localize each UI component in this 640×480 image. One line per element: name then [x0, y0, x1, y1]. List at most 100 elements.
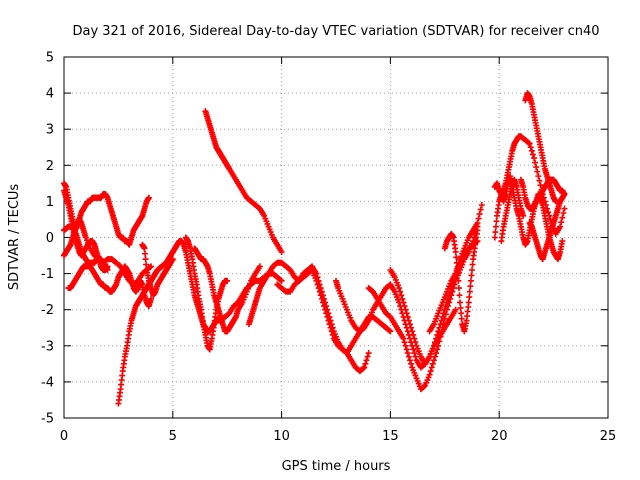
- data-point: [533, 164, 540, 171]
- data-point: [532, 159, 539, 166]
- data-point: [474, 227, 481, 234]
- data-point: [364, 353, 371, 360]
- data-point: [398, 292, 405, 299]
- data-point: [410, 331, 417, 338]
- data-point: [386, 327, 393, 334]
- data-point: [387, 328, 394, 335]
- data-series-6: [115, 248, 176, 407]
- data-point: [326, 313, 333, 320]
- data-point: [148, 263, 155, 270]
- data-point: [421, 383, 428, 390]
- data-point: [426, 371, 433, 378]
- x-tick-label: 20: [491, 429, 508, 444]
- data-point: [316, 281, 323, 288]
- y-tick-label: -4: [41, 375, 54, 390]
- data-point: [531, 155, 538, 162]
- data-point: [322, 299, 329, 306]
- data-point: [412, 353, 419, 360]
- data-point: [362, 360, 369, 367]
- data-point: [458, 315, 465, 322]
- data-point: [402, 306, 409, 313]
- data-point: [405, 353, 412, 360]
- data-point: [360, 365, 367, 372]
- data-series-22: [522, 90, 559, 205]
- data-point: [396, 285, 403, 292]
- data-point: [403, 310, 410, 317]
- data-point: [525, 139, 532, 146]
- y-tick-label: -2: [41, 303, 54, 318]
- data-point: [526, 140, 533, 147]
- data-point: [432, 339, 439, 346]
- data-point: [536, 177, 543, 184]
- data-point: [402, 342, 409, 349]
- data-point: [441, 306, 448, 313]
- data-point: [436, 324, 443, 331]
- data-point: [169, 256, 176, 263]
- data-series-9: [182, 234, 231, 353]
- data-point: [142, 250, 149, 257]
- data-point: [433, 335, 440, 342]
- data-point: [465, 299, 472, 306]
- data-point: [561, 191, 568, 198]
- data-point: [438, 329, 445, 336]
- data-point: [458, 310, 465, 317]
- y-tick-label: -5: [41, 412, 54, 427]
- data-point: [224, 277, 231, 284]
- data-series-24: [498, 176, 527, 245]
- data-point: [469, 261, 476, 268]
- y-tick-label: -3: [41, 339, 54, 354]
- data-point: [445, 295, 452, 302]
- data-point: [145, 194, 152, 201]
- data-point: [412, 339, 419, 346]
- data-point: [467, 283, 474, 290]
- data-point: [428, 364, 435, 371]
- data-point: [468, 272, 475, 279]
- data-point: [474, 220, 481, 227]
- data-series-15: [365, 223, 481, 393]
- data-point: [528, 147, 535, 154]
- x-tick-label: 10: [273, 429, 290, 444]
- y-tick-label: 3: [46, 123, 54, 138]
- data-series-12: [245, 259, 372, 375]
- data-point: [408, 324, 415, 331]
- data-point: [435, 328, 442, 335]
- data-point: [401, 303, 408, 310]
- data-point: [537, 182, 544, 189]
- data-point: [433, 350, 440, 357]
- data-point: [559, 238, 566, 245]
- data-point: [400, 335, 407, 342]
- chart-title: Day 321 of 2016, Sidereal Day-to-day VTE…: [72, 24, 599, 39]
- data-point: [404, 313, 411, 320]
- data-point: [405, 317, 412, 324]
- data-point: [411, 350, 418, 357]
- data-point: [457, 299, 464, 306]
- data-point: [561, 205, 568, 212]
- data-series-11: [202, 108, 285, 255]
- data-point: [527, 144, 534, 151]
- data-point: [278, 277, 285, 284]
- data-point: [456, 292, 463, 299]
- data-point: [325, 310, 332, 317]
- data-point: [141, 245, 148, 252]
- data-point: [454, 270, 461, 277]
- data-point: [143, 261, 150, 268]
- data-point: [492, 223, 499, 230]
- grid: [64, 57, 608, 418]
- data-point: [409, 328, 416, 335]
- data-point: [438, 317, 445, 324]
- data-series-5: [65, 256, 111, 292]
- axis-ticks: 0 5 10 15 20 25 -5 -4 -3 -2 -1 0 1 2 3 4 5: [41, 51, 616, 445]
- data-point: [329, 324, 336, 331]
- data-series-10: [191, 245, 263, 335]
- data-series-23: [526, 191, 568, 263]
- data-point: [148, 295, 155, 302]
- data-point: [455, 277, 462, 284]
- data-point: [452, 248, 459, 255]
- data-point: [256, 263, 263, 270]
- y-tick-label: 4: [46, 87, 54, 102]
- data-point: [446, 292, 453, 299]
- data-point: [476, 211, 483, 218]
- data-point: [529, 151, 536, 158]
- data-point: [400, 299, 407, 306]
- data-point: [453, 254, 460, 261]
